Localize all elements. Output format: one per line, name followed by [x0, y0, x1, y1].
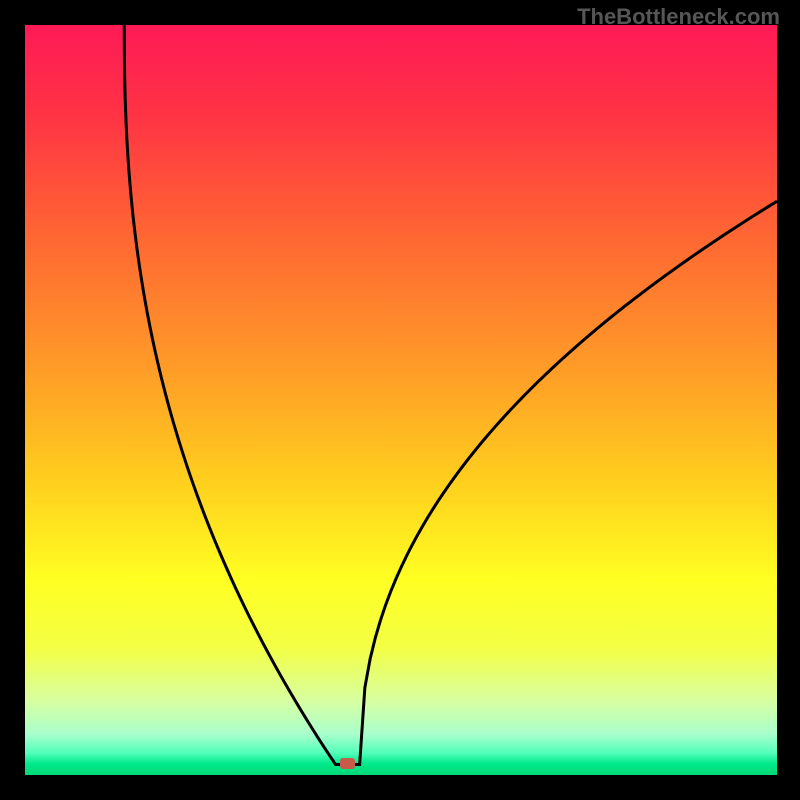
- chart-container: TheBottleneck.com: [0, 0, 800, 800]
- bottleneck-curve: [124, 25, 777, 765]
- plot-area: [25, 25, 777, 775]
- watermark-text: TheBottleneck.com: [577, 4, 780, 30]
- curve-overlay: [25, 25, 777, 775]
- optimum-marker: [340, 758, 355, 769]
